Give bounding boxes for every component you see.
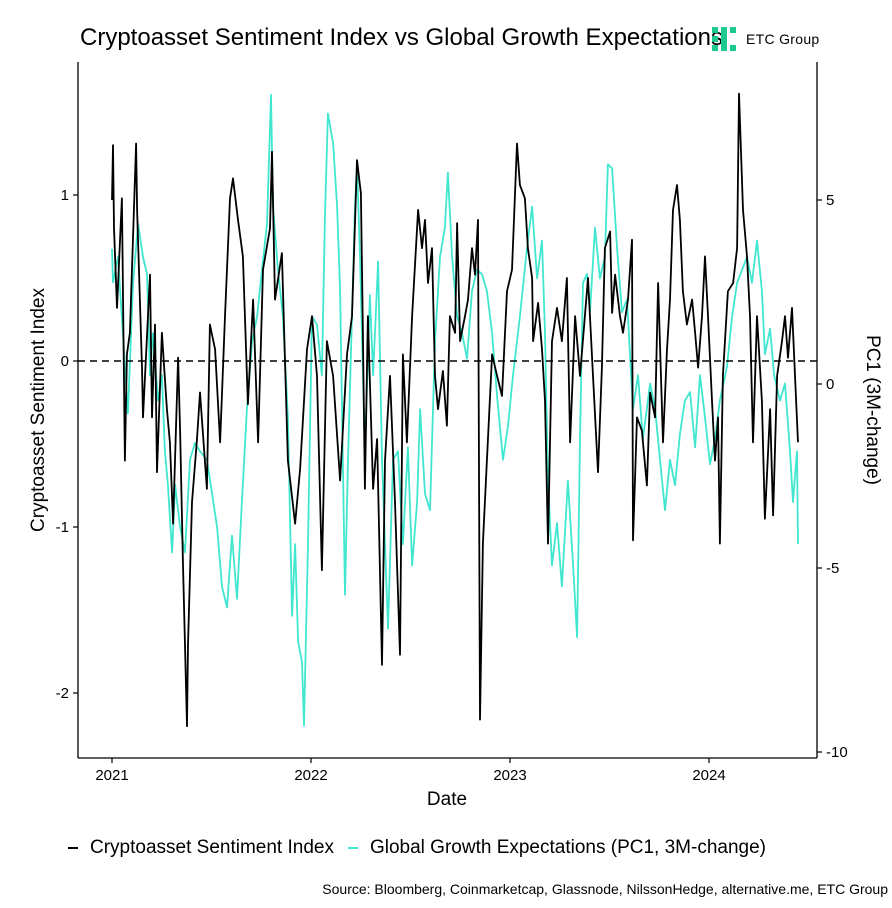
y-tick-label-left: -1 <box>56 519 69 536</box>
y-tick-label-left: 1 <box>61 187 69 204</box>
legend-label-sentiment: Cryptoasset Sentiment Index <box>90 837 334 858</box>
legend-key-growth <box>347 847 358 849</box>
y-tick-label-right: 5 <box>826 192 834 209</box>
legend-key-sentiment <box>68 847 78 849</box>
y-tick-label-right: -5 <box>826 560 839 577</box>
y-tick-label-left: -2 <box>56 685 69 702</box>
x-axis-label: Date <box>427 789 467 810</box>
y-axis-label-right: PC1 (3M-change) <box>862 335 883 485</box>
ticks-layer: 2021 2022 2023 2024 1 0 -1 -2 5 0 -5 -10 <box>56 187 848 784</box>
legend-label-growth: Global Growth Expectations (PC1, 3M-chan… <box>369 837 766 858</box>
y-tick-label-right: 0 <box>826 376 834 393</box>
x-tick-label: 2023 <box>493 767 526 784</box>
etc-group-logo: ETC Group <box>712 27 820 51</box>
x-tick-label: 2021 <box>95 767 128 784</box>
x-tick-label: 2022 <box>294 767 327 784</box>
source-note: Source: Bloomberg, Coinmarketcap, Glassn… <box>322 881 888 897</box>
etc-logo-mark-icon <box>712 27 736 51</box>
y-axis-label-left: Cryptoasset Sentiment Index <box>28 288 49 532</box>
legend: Cryptoasset Sentiment Index Global Growt… <box>68 837 780 859</box>
y-tick-label-left: 0 <box>61 353 69 370</box>
series-line-sentiment <box>111 92 799 728</box>
chart-title: Cryptoasset Sentiment Index vs Global Gr… <box>80 24 723 51</box>
series-line-growth <box>111 93 799 727</box>
logo-text: ETC Group <box>746 31 820 47</box>
x-tick-label: 2024 <box>692 767 725 784</box>
y-tick-label-right: -10 <box>826 744 848 761</box>
series-layer <box>111 92 799 728</box>
